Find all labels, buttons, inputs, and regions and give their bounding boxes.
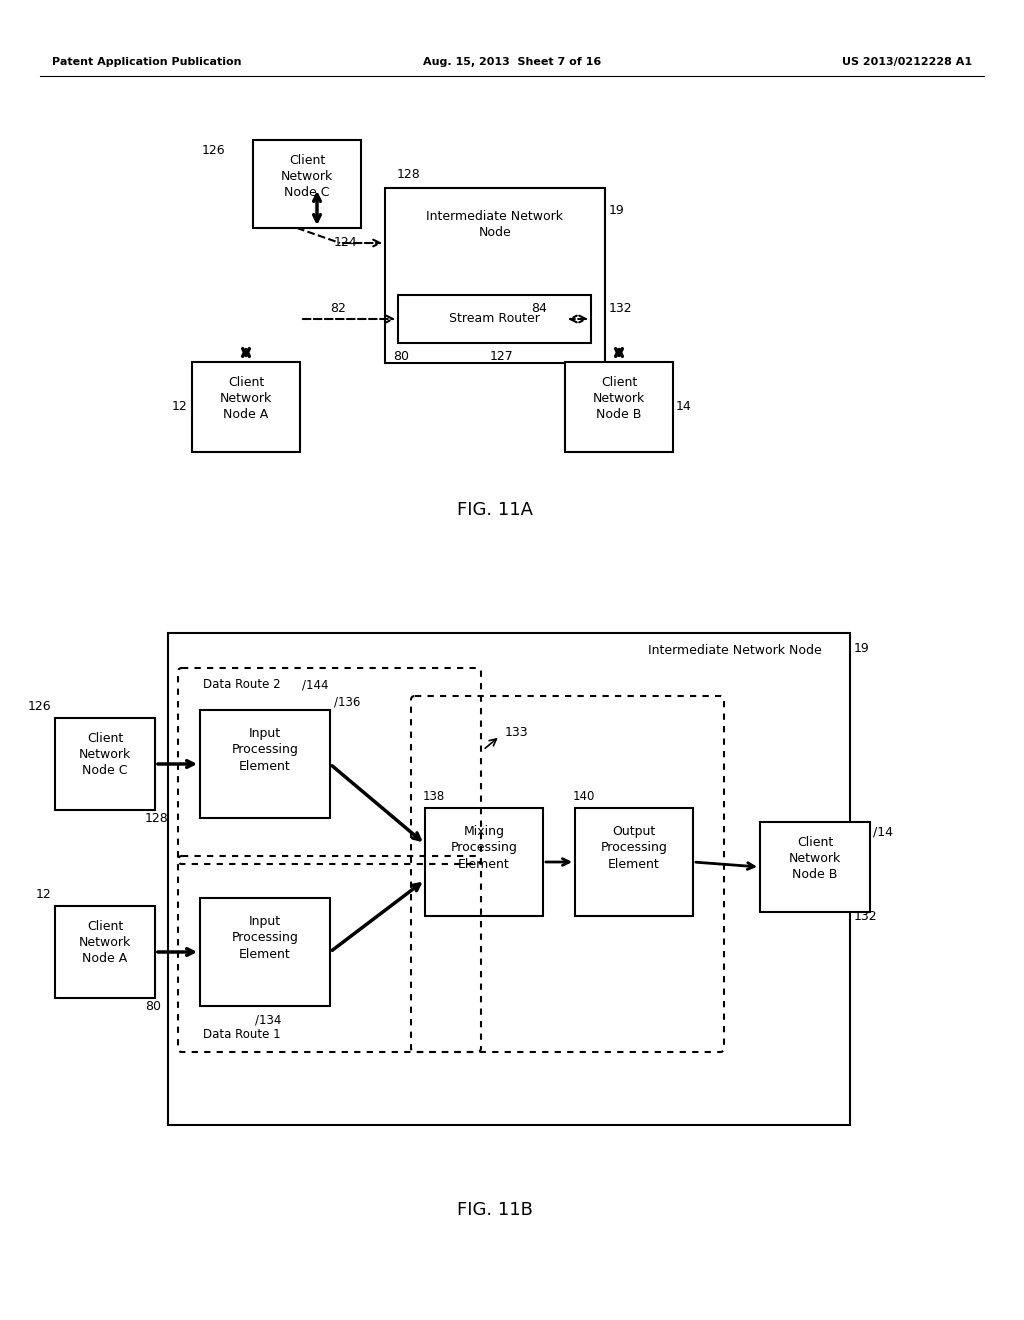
- Text: Input: Input: [249, 916, 281, 928]
- Text: Element: Element: [240, 948, 291, 961]
- Text: 12: 12: [171, 400, 187, 413]
- Bar: [55, 906, 155, 998]
- Bar: [200, 898, 330, 1006]
- Text: 19: 19: [854, 642, 869, 655]
- Text: Node A: Node A: [82, 952, 128, 965]
- Text: /14: /14: [873, 825, 893, 838]
- Text: Mixing: Mixing: [464, 825, 505, 838]
- Text: Client: Client: [228, 375, 264, 388]
- Text: Node C: Node C: [82, 763, 128, 776]
- Text: Intermediate Network: Intermediate Network: [427, 210, 563, 223]
- Bar: [425, 808, 543, 916]
- Text: Aug. 15, 2013  Sheet 7 of 16: Aug. 15, 2013 Sheet 7 of 16: [423, 57, 601, 67]
- Text: 132: 132: [854, 911, 878, 924]
- Text: Data Route 2: Data Route 2: [203, 678, 281, 692]
- Text: Element: Element: [458, 858, 510, 870]
- Text: 84: 84: [531, 302, 547, 315]
- Text: /134: /134: [255, 1014, 282, 1027]
- Text: 132: 132: [609, 302, 633, 315]
- Text: Processing: Processing: [451, 842, 517, 854]
- Bar: [193, 362, 300, 451]
- Bar: [565, 362, 673, 451]
- Text: Client: Client: [87, 920, 123, 932]
- Text: 140: 140: [573, 789, 595, 803]
- Text: Element: Element: [608, 858, 659, 870]
- Text: Network: Network: [79, 747, 131, 760]
- Text: Node B: Node B: [596, 408, 642, 421]
- Text: 80: 80: [393, 351, 409, 363]
- Text: Element: Element: [240, 759, 291, 772]
- Text: Input: Input: [249, 727, 281, 741]
- Text: 124: 124: [334, 236, 357, 249]
- Text: 126: 126: [28, 700, 51, 713]
- Text: Network: Network: [220, 392, 272, 404]
- Text: 128: 128: [145, 812, 169, 825]
- Text: Client: Client: [797, 836, 834, 849]
- Text: Processing: Processing: [231, 932, 298, 945]
- Text: Client: Client: [87, 731, 123, 744]
- Text: Node B: Node B: [793, 867, 838, 880]
- Text: Network: Network: [281, 169, 333, 182]
- Bar: [385, 187, 605, 363]
- Text: Network: Network: [788, 851, 841, 865]
- Text: 19: 19: [609, 203, 625, 216]
- Text: Node A: Node A: [223, 408, 268, 421]
- Text: Client: Client: [601, 375, 637, 388]
- Bar: [760, 822, 870, 912]
- Text: Node C: Node C: [285, 186, 330, 198]
- Bar: [55, 718, 155, 810]
- Text: 82: 82: [330, 302, 346, 315]
- Text: 138: 138: [423, 789, 445, 803]
- Text: Output: Output: [612, 825, 655, 838]
- Text: US 2013/0212228 A1: US 2013/0212228 A1: [842, 57, 972, 67]
- Text: FIG. 11B: FIG. 11B: [457, 1201, 532, 1218]
- Bar: [200, 710, 330, 818]
- Text: Data Route 1: Data Route 1: [203, 1028, 281, 1041]
- Text: /136: /136: [334, 696, 360, 709]
- Bar: [575, 808, 693, 916]
- Bar: [168, 634, 850, 1125]
- Text: 126: 126: [202, 144, 225, 157]
- Text: 127: 127: [489, 351, 513, 363]
- Text: 128: 128: [397, 169, 421, 181]
- Text: Processing: Processing: [231, 743, 298, 756]
- Bar: [398, 294, 591, 343]
- Text: Intermediate Network Node: Intermediate Network Node: [648, 644, 822, 657]
- Text: 133: 133: [505, 726, 528, 738]
- Text: Processing: Processing: [600, 842, 668, 854]
- Text: FIG. 11A: FIG. 11A: [457, 502, 534, 519]
- Text: /144: /144: [302, 678, 329, 692]
- Text: Stream Router: Stream Router: [450, 313, 540, 326]
- Bar: [253, 140, 361, 228]
- Text: Network: Network: [593, 392, 645, 404]
- Text: Node: Node: [478, 226, 511, 239]
- Text: Network: Network: [79, 936, 131, 949]
- Text: 80: 80: [145, 999, 161, 1012]
- Text: 12: 12: [35, 887, 51, 900]
- Text: Patent Application Publication: Patent Application Publication: [52, 57, 242, 67]
- Text: Client: Client: [289, 153, 326, 166]
- Text: 14: 14: [676, 400, 692, 413]
